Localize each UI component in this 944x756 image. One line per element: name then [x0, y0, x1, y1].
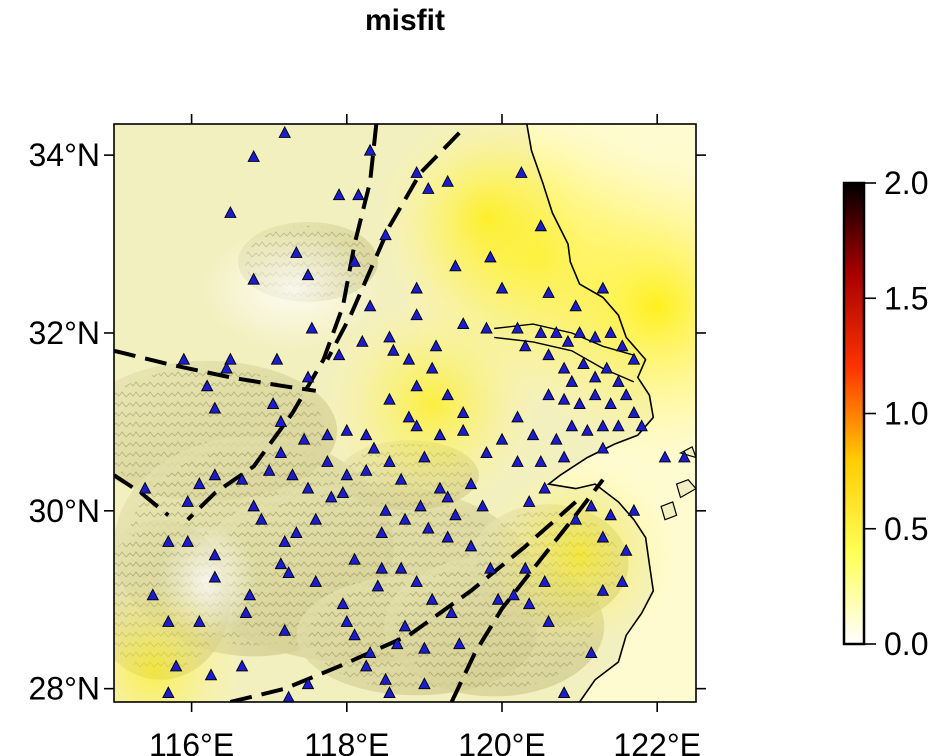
map-area	[57, 103, 816, 756]
colorbar-tick-label: 0.0	[884, 626, 928, 662]
colorbar-ticks: 2.0 1.5 1.0 0.5 0.0	[864, 165, 928, 662]
map-title: misfit	[365, 4, 445, 37]
lon-tick-label: 116°E	[149, 727, 234, 756]
lon-tick-label: 118°E	[304, 727, 389, 756]
lat-tick-label: 30°N	[29, 493, 101, 529]
colorbar-tick-label: 1.5	[884, 280, 928, 316]
colorbar-tick-label: 2.0	[884, 165, 928, 201]
lat-tick-label: 32°N	[29, 315, 101, 351]
colorbar-tick-label: 0.5	[884, 511, 928, 547]
lon-tick-label: 122°E	[613, 727, 701, 756]
colorbar: 2.0 1.5 1.0 0.5 0.0	[844, 165, 928, 662]
colorbar-bar	[844, 183, 864, 644]
lat-tick-label: 28°N	[29, 671, 101, 707]
misfit-hotspot	[480, 456, 679, 655]
lon-tick-label: 120°E	[458, 727, 546, 756]
colorbar-tick-label: 1.0	[884, 396, 928, 432]
lat-tick-label: 34°N	[29, 137, 101, 173]
